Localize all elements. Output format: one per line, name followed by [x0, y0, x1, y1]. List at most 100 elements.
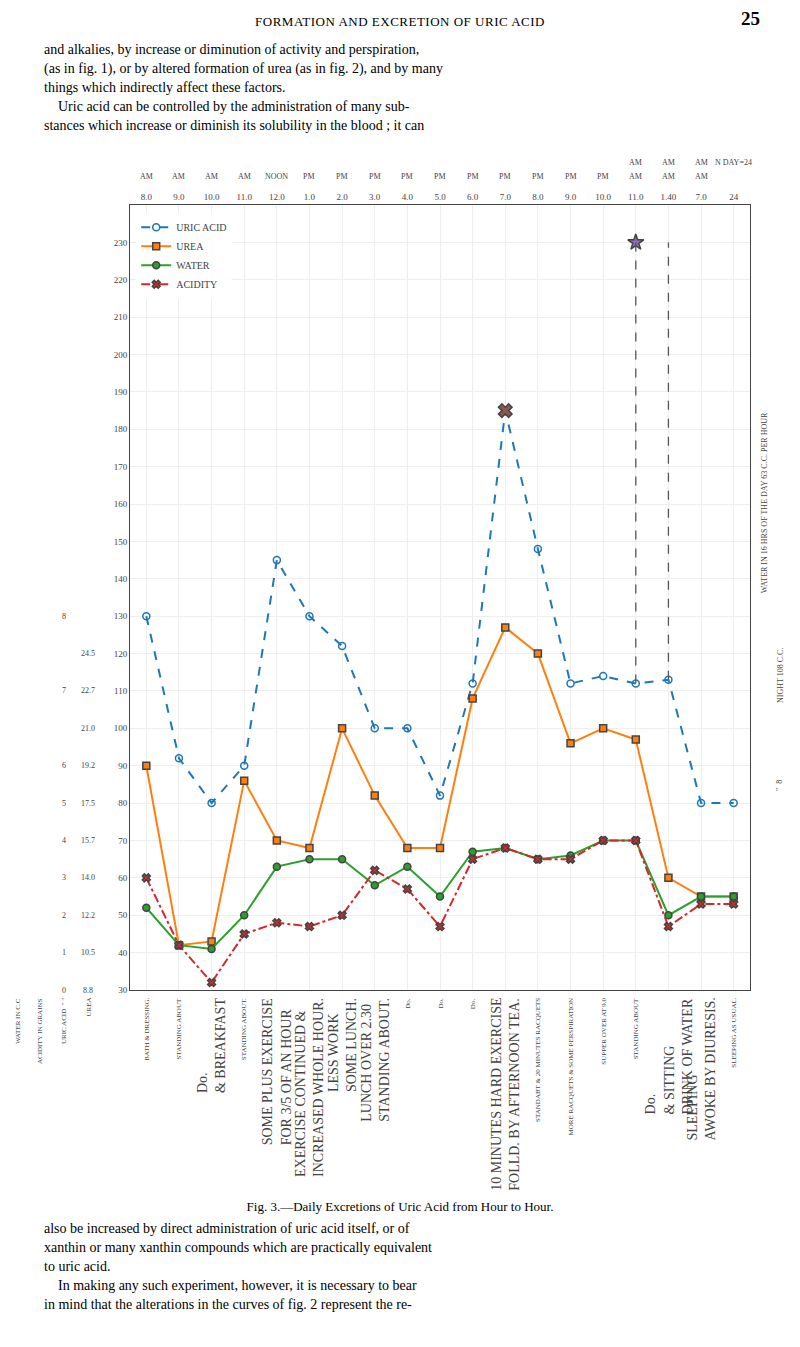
svg-text:5: 5	[62, 799, 66, 808]
svg-text:STANDABT & 20 MINUTES RACQUETS: STANDABT & 20 MINUTES RACQUETS	[534, 998, 542, 1122]
svg-text:5.0: 5.0	[434, 192, 446, 202]
svg-text:80: 80	[118, 798, 128, 808]
svg-text:AM: AM	[662, 172, 675, 181]
svg-text:210: 210	[114, 312, 128, 322]
svg-text:EXERCISE CONTINUED &INCREASED: EXERCISE CONTINUED &INCREASED WHOLE HOUR…	[293, 998, 326, 1177]
svg-text:6: 6	[62, 761, 66, 770]
svg-text:6.0: 6.0	[467, 192, 479, 202]
svg-text:3.0: 3.0	[369, 192, 381, 202]
svg-text:50: 50	[118, 910, 128, 920]
svg-text:WATER IN C.C: WATER IN C.C	[14, 998, 22, 1044]
svg-text:8.8: 8.8	[83, 986, 93, 995]
svg-text:10.0: 10.0	[204, 192, 220, 202]
svg-text:PM: PM	[336, 172, 348, 181]
svg-text:11.0: 11.0	[628, 192, 644, 202]
svg-text:AM: AM	[662, 158, 675, 167]
svg-text:Do.& SITTINGDRINK OF WATER: Do.& SITTINGDRINK OF WATER	[643, 998, 694, 1114]
svg-text:100: 100	[114, 723, 128, 733]
svg-text:WATER IN 16 HRS OF THE DAY 63: WATER IN 16 HRS OF THE DAY 63 C.C. PER H…	[760, 412, 769, 593]
svg-text:ACIDITY IN GRAINS: ACIDITY IN GRAINS	[36, 998, 44, 1064]
svg-text:NOON: NOON	[265, 172, 288, 181]
svg-text:URIC ACID: URIC ACID	[176, 222, 226, 233]
svg-text:AM: AM	[140, 172, 153, 181]
svg-text:4.0: 4.0	[402, 192, 414, 202]
svg-text:1.0: 1.0	[304, 192, 316, 202]
svg-text:7.0: 7.0	[500, 192, 512, 202]
svg-text:21.0: 21.0	[81, 724, 95, 733]
svg-text:190: 190	[114, 387, 128, 397]
svg-text:10.0: 10.0	[595, 192, 611, 202]
svg-text:STANDING ABOUT: STANDING ABOUT	[632, 998, 640, 1059]
svg-text:7.0: 7.0	[695, 192, 707, 202]
svg-text:120: 120	[114, 649, 128, 659]
svg-text:3: 3	[62, 873, 66, 882]
svg-text:19.2: 19.2	[81, 761, 95, 770]
svg-text:14.0: 14.0	[81, 873, 95, 882]
svg-text:4: 4	[62, 836, 66, 845]
svg-text:180: 180	[114, 424, 128, 434]
svg-text:8.0: 8.0	[532, 192, 544, 202]
svg-text:AM: AM	[695, 172, 708, 181]
svg-text:15.7: 15.7	[81, 836, 95, 845]
svg-text:AM: AM	[629, 172, 642, 181]
svg-text:11.0: 11.0	[236, 192, 252, 202]
svg-text:Do.: Do.	[404, 998, 412, 1009]
svg-text:AM: AM	[629, 158, 642, 167]
svg-text:LUNCH OVER 2.30STANDING ABOUT.: LUNCH OVER 2.30STANDING ABOUT.	[359, 998, 392, 1122]
svg-text:UREA: UREA	[85, 997, 93, 1016]
svg-text:200: 200	[114, 350, 128, 360]
svg-text:17.5: 17.5	[81, 799, 95, 808]
svg-text:ACIDITY: ACIDITY	[176, 279, 217, 290]
svg-text:9.0: 9.0	[565, 192, 577, 202]
svg-text:UREA: UREA	[176, 241, 204, 252]
svg-text:AM: AM	[172, 172, 185, 181]
svg-text:8.0: 8.0	[141, 192, 153, 202]
svg-text:PM: PM	[565, 172, 577, 181]
svg-text:10 MINUTES HARD EXERCISEFOLLD.: 10 MINUTES HARD EXERCISEFOLLD. BY AFTERN…	[489, 997, 522, 1190]
svg-text:230: 230	[114, 238, 128, 248]
svg-text:1: 1	[62, 948, 66, 957]
svg-text:130: 130	[114, 611, 128, 621]
svg-text:9.0: 9.0	[173, 192, 185, 202]
svg-text:SOME PLUS EXERCISEFOR 3/5 OF A: SOME PLUS EXERCISEFOR 3/5 OF AN HOUR	[260, 998, 293, 1145]
svg-text:140: 140	[114, 574, 128, 584]
svg-text:AM: AM	[238, 172, 251, 181]
svg-text:SLEEPINGAWOKE BY DIURESIS.: SLEEPINGAWOKE BY DIURESIS.	[685, 997, 718, 1140]
svg-text:24.5: 24.5	[81, 649, 95, 658]
svg-text:STANDING ABOUT.: STANDING ABOUT.	[240, 998, 248, 1060]
svg-text:1.40: 1.40	[661, 192, 677, 202]
svg-text:90: 90	[118, 761, 128, 771]
svg-text:PM: PM	[434, 172, 446, 181]
svg-text:SUPPER OVER AT 9.0: SUPPER OVER AT 9.0	[600, 997, 608, 1064]
svg-text:PM: PM	[401, 172, 413, 181]
svg-text:7: 7	[62, 686, 66, 695]
svg-text:PM: PM	[369, 172, 381, 181]
svg-text:60: 60	[118, 873, 128, 883]
svg-text:150: 150	[114, 537, 128, 547]
svg-text:" 8: " 8	[775, 780, 784, 791]
svg-text:Do.: Do.	[469, 999, 477, 1010]
svg-text:SLEEPING AS USUAL.: SLEEPING AS USUAL.	[730, 997, 738, 1067]
svg-text:22.7: 22.7	[81, 686, 95, 695]
svg-text:LESS WORKSOME LUNCH.: LESS WORKSOME LUNCH.	[326, 998, 359, 1092]
svg-text:WATER: WATER	[176, 260, 210, 271]
svg-text:PM: PM	[499, 172, 511, 181]
svg-text:Do.: Do.	[437, 998, 445, 1009]
svg-text:40: 40	[118, 948, 128, 958]
svg-text:220: 220	[114, 275, 128, 285]
svg-text:AM: AM	[695, 158, 708, 167]
svg-text:12.0: 12.0	[269, 192, 285, 202]
svg-text:2.0: 2.0	[336, 192, 348, 202]
svg-text:2: 2	[62, 911, 66, 920]
svg-text:BATH & DRESSING.: BATH & DRESSING.	[143, 997, 151, 1060]
svg-text:NIGHT 108 C.C.: NIGHT 108 C.C.	[776, 648, 785, 703]
svg-text:170: 170	[114, 462, 128, 472]
svg-text:8: 8	[62, 612, 66, 621]
svg-text:URIC ACID " ": URIC ACID " "	[60, 998, 68, 1044]
svg-text:STANDING ABOUT: STANDING ABOUT	[175, 998, 183, 1059]
svg-text:24: 24	[729, 192, 739, 202]
svg-text:10.5: 10.5	[81, 948, 95, 957]
svg-text:70: 70	[118, 836, 128, 846]
svg-text:PM: PM	[597, 172, 609, 181]
svg-text:12.2: 12.2	[81, 911, 95, 920]
